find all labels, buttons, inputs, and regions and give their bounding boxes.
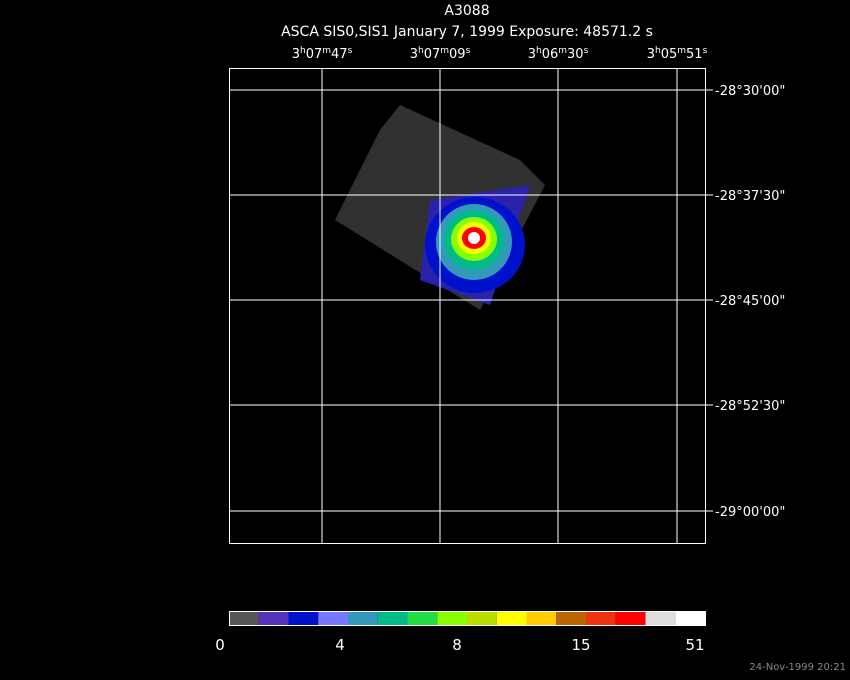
ra-label-part: 3 (528, 47, 536, 62)
ra-label-part: 30 (567, 47, 584, 62)
ra-label-part: m (322, 46, 331, 56)
colorbar-segment (556, 611, 586, 625)
colorbar-label: 8 (452, 636, 462, 654)
dec-label: -28°45'00" (715, 294, 785, 309)
colorbar-segment (437, 611, 467, 625)
ra-label: 3h05m51s (647, 46, 708, 62)
ra-label-part: s (703, 46, 708, 56)
colorbar-segment (586, 611, 616, 625)
colorbar-frame (229, 611, 706, 626)
colorbar-segment (467, 611, 497, 625)
ra-label: 3h06m30s (528, 46, 589, 62)
ra-label: 3h07m09s (410, 46, 471, 62)
frame (229, 68, 706, 544)
colorbar-label: 15 (571, 636, 590, 654)
ra-label-part: 3 (647, 47, 655, 62)
ra-label-part: m (558, 46, 567, 56)
ra-label-part: 07 (424, 47, 441, 62)
colorbar-segment (288, 611, 319, 625)
ra-label-part: 07 (306, 47, 323, 62)
colorbar-segment (496, 611, 527, 625)
colorbar-label: 0 (215, 636, 225, 654)
grid (229, 68, 705, 543)
ra-label-part: 51 (686, 47, 703, 62)
dec-label: -28°30'00" (715, 84, 785, 99)
timestamp: 24-Nov-1999 20:21 (749, 662, 846, 673)
dec-label: -28°52'30" (715, 399, 785, 414)
ra-label-part: 47 (331, 47, 348, 62)
colorbar-segment (645, 611, 676, 625)
colorbar-segment (407, 611, 438, 625)
colorbar-segment (318, 611, 348, 625)
colorbar-segment (675, 611, 705, 625)
colorbar-segment (615, 611, 646, 625)
ra-label-part: 3 (410, 47, 418, 62)
source-image (335, 105, 545, 310)
ra-label-part: s (348, 46, 353, 56)
ra-label-part: s (584, 46, 589, 56)
colorbar-segment (377, 611, 408, 625)
colorbar-segment (229, 611, 259, 625)
ra-label-part: 3 (292, 47, 300, 62)
colorbar-segment (348, 611, 378, 625)
ra-label-part: h (655, 46, 661, 56)
ra-label-part: 09 (449, 47, 466, 62)
ra-label-part: h (418, 46, 424, 56)
ra-label-part: 05 (661, 47, 678, 62)
ra-label-part: m (677, 46, 686, 56)
colorbar-label: 4 (335, 636, 345, 654)
ra-label-part: m (440, 46, 449, 56)
colorbar-segment (526, 611, 557, 625)
ra-label-part: s (466, 46, 471, 56)
subtitle: ASCA SIS0,SIS1 January 7, 1999 Exposure:… (281, 24, 653, 40)
dec-label: -29°00'00" (715, 505, 785, 520)
colorbar-segment (258, 611, 289, 625)
ra-label-part: h (300, 46, 306, 56)
dec-label: -28°37'30" (715, 189, 785, 204)
ra-label-part: 06 (542, 47, 559, 62)
title: A3088 (444, 3, 489, 19)
ra-label-part: h (536, 46, 542, 56)
ra-label: 3h07m47s (292, 46, 353, 62)
colorbar-label: 51 (685, 636, 704, 654)
